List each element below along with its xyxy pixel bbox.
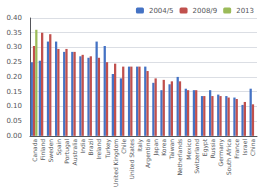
svg-text:Canada: Canada bbox=[31, 139, 38, 162]
svg-text:Ireland: Ireland bbox=[95, 139, 102, 160]
svg-text:India: India bbox=[79, 139, 86, 154]
svg-text:0.20: 0.20 bbox=[6, 73, 22, 81]
svg-text:Germany: Germany bbox=[217, 138, 225, 166]
svg-text:Argentina: Argentina bbox=[144, 139, 152, 169]
svg-text:Spain: Spain bbox=[55, 139, 63, 156]
svg-text:0.30: 0.30 bbox=[6, 43, 22, 51]
svg-text:Brazil: Brazil bbox=[87, 139, 94, 156]
svg-text:Switzerland: Switzerland bbox=[193, 139, 200, 174]
svg-text:South Africa: South Africa bbox=[225, 139, 232, 176]
svg-text:0.25: 0.25 bbox=[6, 58, 22, 66]
svg-text:Israel: Israel bbox=[241, 139, 248, 156]
svg-text:Korea: Korea bbox=[160, 139, 167, 156]
svg-text:0.10: 0.10 bbox=[6, 102, 22, 110]
svg-text:Egypt: Egypt bbox=[201, 138, 209, 156]
svg-text:2008/9: 2008/9 bbox=[193, 7, 218, 15]
svg-text:Turkey: Turkey bbox=[104, 138, 112, 159]
svg-text:2013: 2013 bbox=[236, 7, 254, 15]
svg-text:0.00: 0.00 bbox=[6, 132, 22, 140]
svg-text:United Kingdom: United Kingdom bbox=[112, 139, 120, 187]
svg-text:Mexico: Mexico bbox=[185, 139, 192, 160]
svg-text:Chile: Chile bbox=[120, 139, 127, 154]
svg-text:2004/5: 2004/5 bbox=[149, 7, 174, 15]
svg-text:Australia: Australia bbox=[71, 139, 78, 166]
svg-text:Italy: Italy bbox=[136, 138, 144, 151]
svg-text:France: France bbox=[233, 139, 240, 159]
svg-text:0.05: 0.05 bbox=[6, 117, 22, 125]
svg-text:China: China bbox=[249, 139, 256, 156]
svg-text:Russia: Russia bbox=[209, 139, 216, 159]
svg-text:Japan: Japan bbox=[152, 139, 160, 157]
svg-text:0.15: 0.15 bbox=[6, 88, 22, 96]
svg-text:Taiwan: Taiwan bbox=[168, 139, 175, 161]
svg-text:Portugal: Portugal bbox=[63, 139, 71, 164]
svg-text:Finland: Finland bbox=[39, 139, 46, 161]
svg-text:United States: United States bbox=[128, 139, 135, 180]
svg-text:0.35: 0.35 bbox=[6, 29, 22, 37]
svg-text:Sweden: Sweden bbox=[47, 139, 54, 163]
svg-text:0.40: 0.40 bbox=[6, 14, 22, 22]
svg-text:Netherlands: Netherlands bbox=[176, 139, 183, 176]
